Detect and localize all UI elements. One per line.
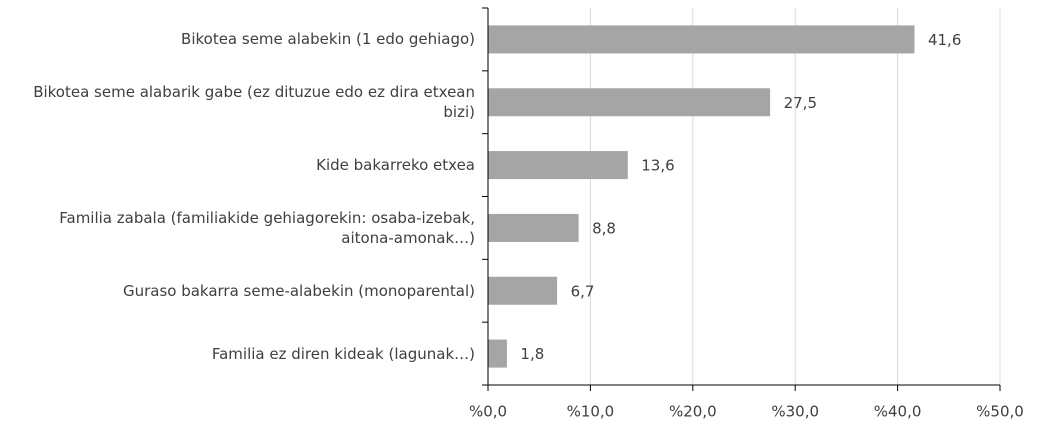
y-tick-label: Kide bakarreko etxea bbox=[316, 156, 475, 175]
bar bbox=[488, 213, 579, 242]
value-label: 1,8 bbox=[520, 345, 544, 363]
value-label: 27,5 bbox=[784, 94, 817, 112]
value-label: 13,6 bbox=[641, 157, 674, 175]
bar bbox=[488, 25, 915, 54]
bar bbox=[488, 339, 507, 368]
bar bbox=[488, 151, 628, 180]
x-tick-label: %10,0 bbox=[567, 403, 615, 421]
value-label: 6,7 bbox=[571, 282, 595, 300]
y-tick-label: Familia zabala (familiakide gehiagorekin… bbox=[59, 208, 475, 247]
y-tick-label: Bikotea seme alabekin (1 edo gehiago) bbox=[181, 30, 475, 49]
y-tick-label: Guraso bakarra seme-alabekin (monoparent… bbox=[122, 281, 475, 300]
x-tick-label: %30,0 bbox=[771, 403, 819, 421]
x-tick-label: %0,0 bbox=[469, 403, 507, 421]
y-tick-label: Bikotea seme alabarik gabe (ez dituzue e… bbox=[33, 83, 475, 122]
x-tick-label: %20,0 bbox=[669, 403, 717, 421]
value-label: 8,8 bbox=[592, 219, 616, 237]
x-tick-label: %50,0 bbox=[976, 403, 1024, 421]
bar bbox=[488, 276, 558, 305]
value-label: 41,6 bbox=[928, 31, 961, 49]
bar bbox=[488, 88, 771, 117]
x-tick-label: %40,0 bbox=[874, 403, 922, 421]
y-tick-label: Familia ez diren kideak (lagunak…) bbox=[211, 344, 475, 363]
